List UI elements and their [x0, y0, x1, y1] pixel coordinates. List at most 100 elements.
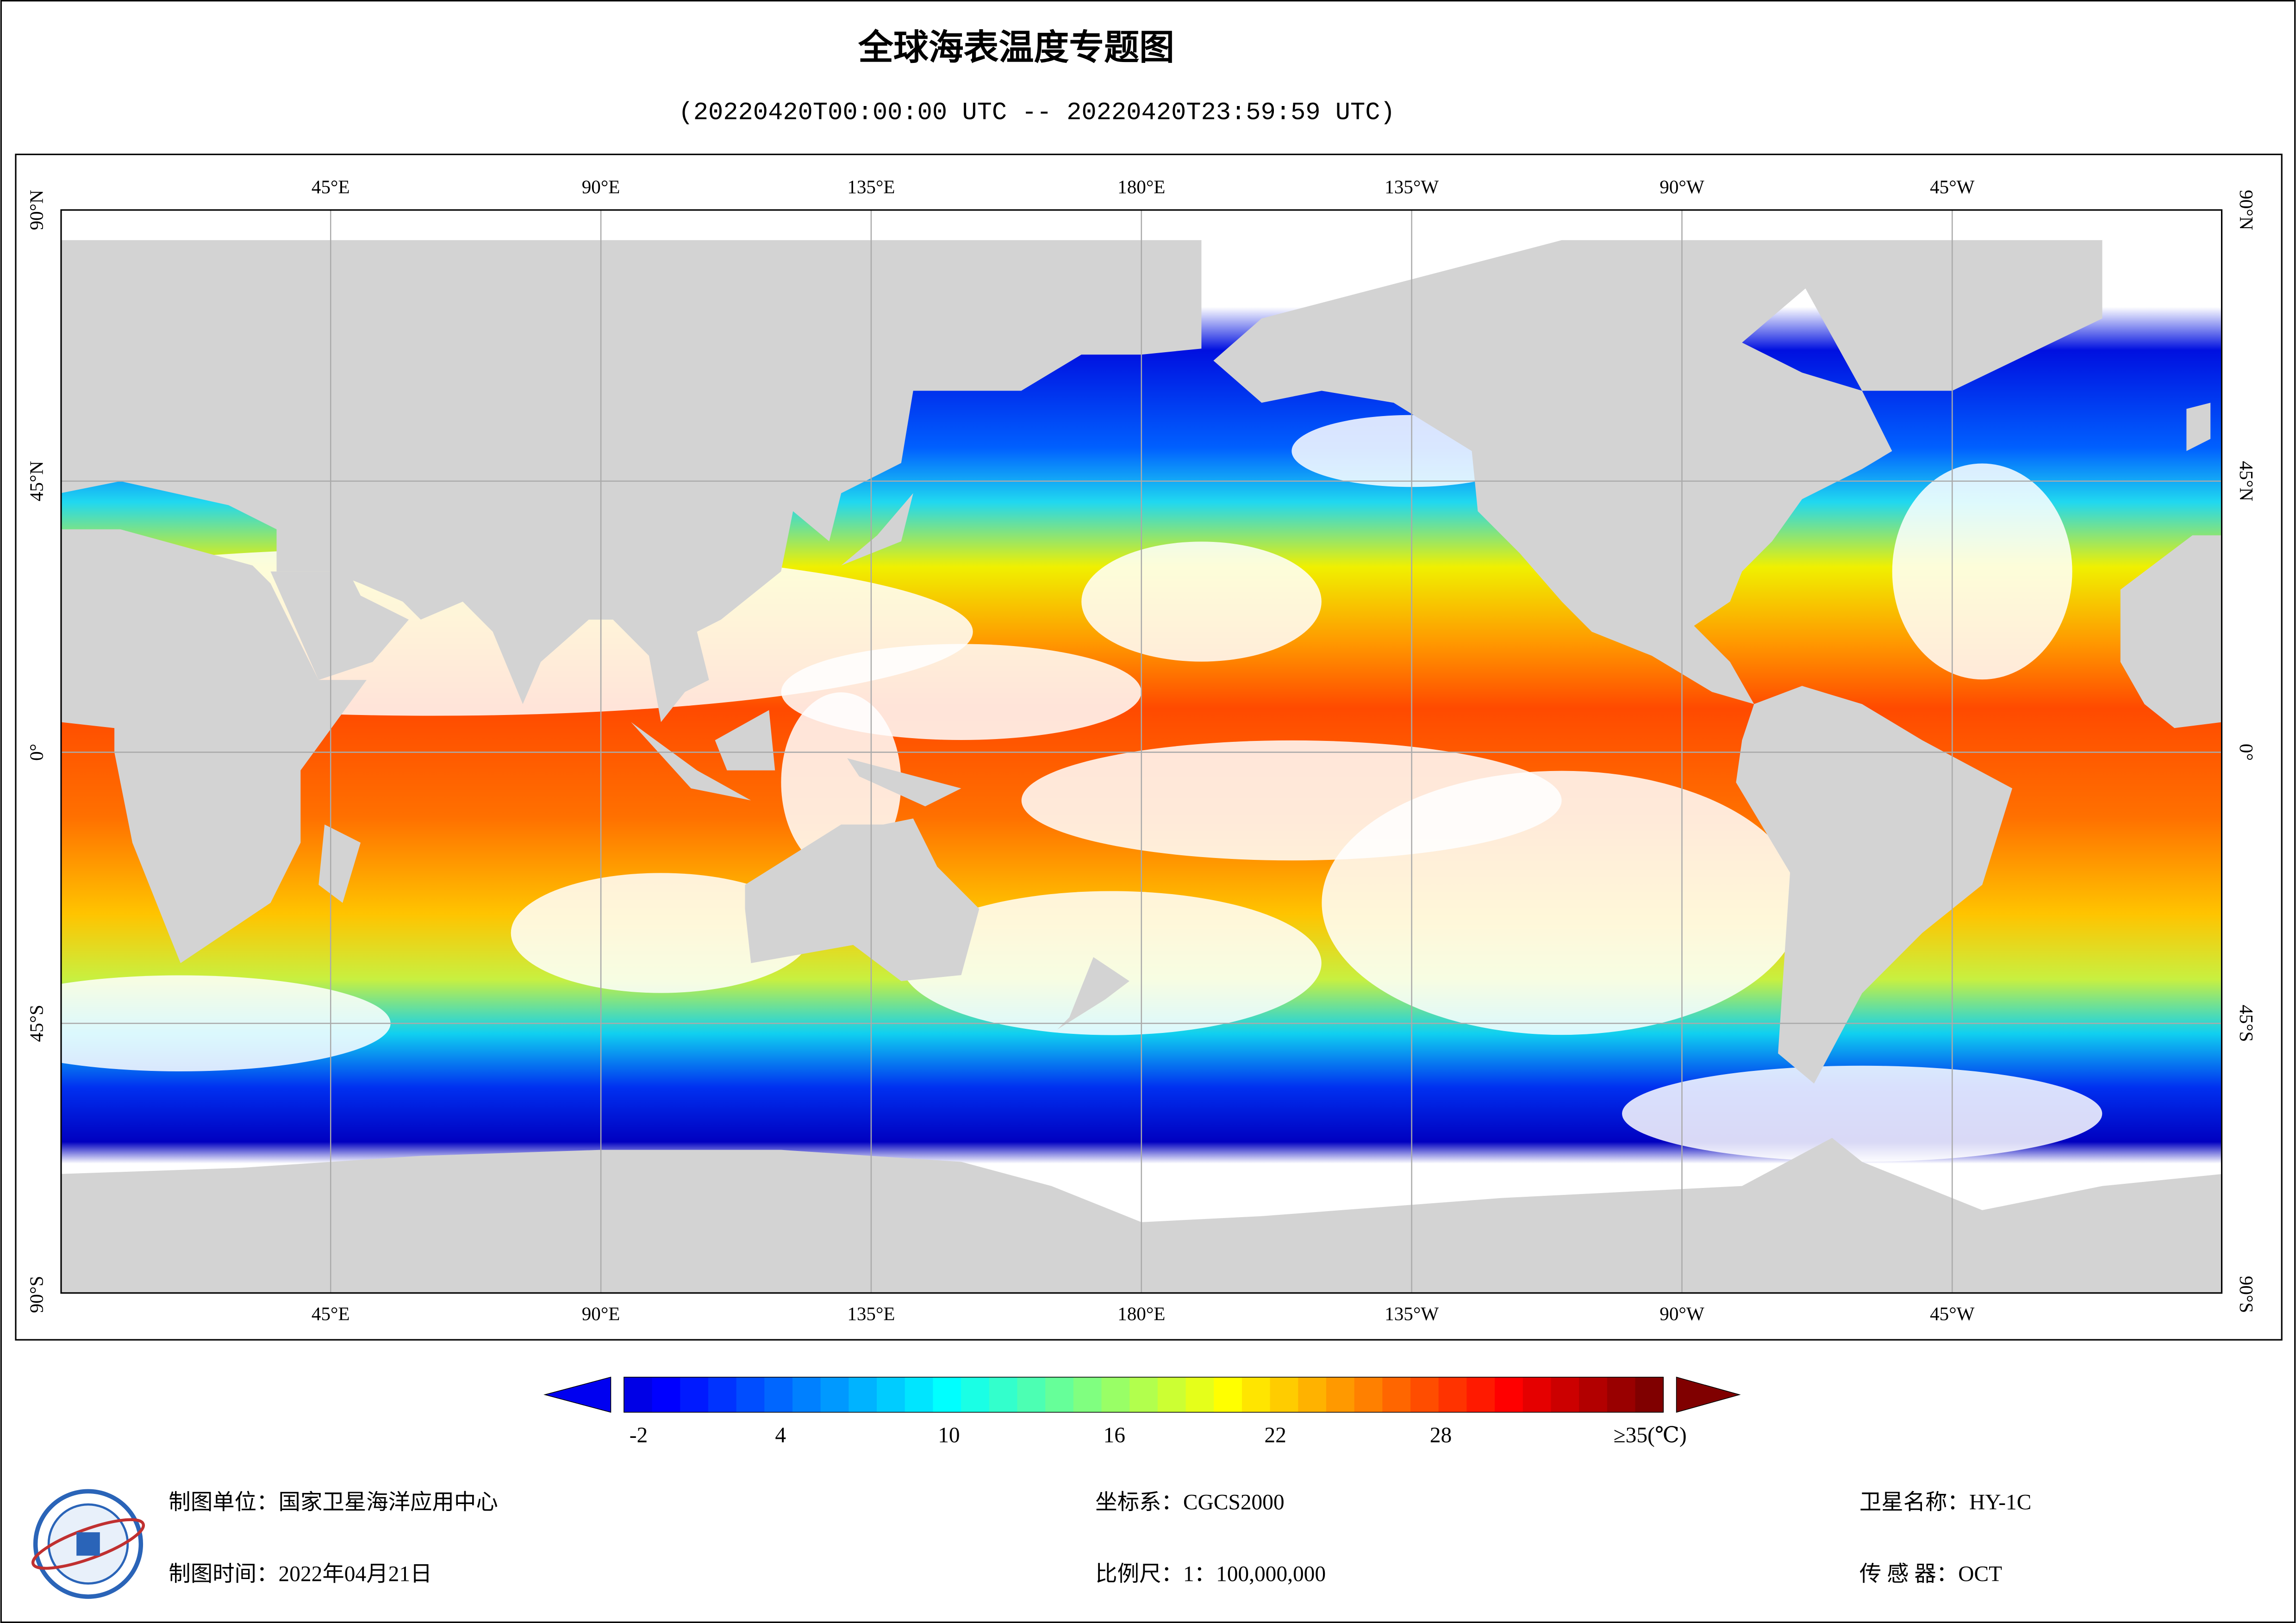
colorbar-swatch — [792, 1377, 821, 1412]
lon-label-bottom: 90°W — [1660, 1303, 1704, 1324]
lat-label-right: 45°N — [2236, 461, 2257, 501]
colorbar-swatch — [1579, 1377, 1608, 1412]
australia — [745, 818, 980, 982]
colorbar-swatch — [905, 1377, 934, 1412]
lon-label-bottom: 135°W — [1385, 1303, 1439, 1324]
colorbar-swatch — [1635, 1377, 1664, 1412]
colorbar-swatch — [1410, 1377, 1439, 1412]
colorbar-label: 28 — [1430, 1423, 1452, 1447]
lat-label-right: 0° — [2236, 744, 2257, 761]
colorbar-swatch — [1242, 1377, 1271, 1412]
map-frame — [15, 154, 2283, 1341]
cloud — [1081, 541, 1322, 662]
cloud — [1622, 1065, 2103, 1162]
madagascar — [318, 824, 361, 903]
lon-label-bottom: 45°E — [312, 1303, 350, 1324]
new-zealand — [1057, 957, 1129, 1030]
colorbar-swatch — [708, 1377, 737, 1412]
colorbar-swatch — [961, 1377, 990, 1412]
colorbar-label: 16 — [1104, 1423, 1125, 1447]
colorbar-swatch — [1466, 1377, 1495, 1412]
north-america — [1213, 240, 1892, 704]
lat-label-left: 90°S — [25, 1276, 47, 1313]
new-guinea — [847, 758, 961, 807]
lon-label-bottom: 45°W — [1930, 1303, 1975, 1324]
colorbar-swatch — [1495, 1377, 1523, 1412]
borneo — [715, 710, 775, 771]
lat-label-right: 90°S — [2236, 1276, 2257, 1313]
graticule-labels: 45°E 45°E 90°E 90°E 135°E 135°E 180°E 180°E 135°… — [25, 176, 2257, 1324]
africa — [60, 529, 367, 964]
footer-middle: 坐标系：CGCS2000 — [1095, 1491, 1284, 1515]
lon-label-top: 180°E — [1117, 176, 1165, 197]
title: 全球海表温度专题图 — [858, 27, 1174, 68]
cloud-gaps — [60, 415, 2103, 1162]
colorbar-swatch — [1438, 1377, 1467, 1412]
colorbar-label: 22 — [1264, 1423, 1286, 1447]
lon-label-bottom: 90°E — [582, 1303, 620, 1324]
colorbar-swatch — [1298, 1377, 1327, 1412]
lat-label-right: 45°S — [2236, 1005, 2257, 1042]
lon-label-bottom: 135°E — [847, 1303, 895, 1324]
colorbar-swatch — [1157, 1377, 1186, 1412]
colorbar-swatch — [652, 1377, 681, 1412]
colorbar-swatch — [764, 1377, 793, 1412]
arabia — [270, 571, 409, 680]
colorbar-high-arrow — [1676, 1376, 1741, 1413]
lon-label-top: 135°E — [847, 176, 895, 197]
colorbar-border — [624, 1376, 1664, 1413]
lat-label-left: 45°S — [25, 1005, 47, 1042]
colorbar-swatch — [1214, 1377, 1242, 1412]
colorbar-swatch — [1073, 1377, 1102, 1412]
colorbar-low-arrow — [543, 1376, 611, 1413]
colorbar-swatch — [1185, 1377, 1215, 1412]
lon-label-top: 90°W — [1660, 176, 1704, 197]
lat-label-left: 45°N — [25, 461, 47, 501]
sumatra-java — [631, 722, 751, 801]
colorbar-swatch — [849, 1377, 877, 1412]
lon-label-top: 45°W — [1930, 176, 1975, 197]
lat-label-right: 90°N — [2236, 190, 2257, 230]
colorbar-swatch — [1326, 1377, 1355, 1412]
colorbar-swatch — [1382, 1377, 1411, 1412]
map — [60, 209, 2223, 1294]
colorbar-swatch — [933, 1377, 962, 1412]
colorbar-swatch — [989, 1377, 1018, 1412]
lon-label-bottom: 180°E — [1117, 1303, 1165, 1324]
colorbar-swatch — [1017, 1377, 1046, 1412]
colorbar-swatch — [736, 1377, 765, 1412]
colorbar-label: ≥35(℃) — [1614, 1423, 1687, 1447]
colorbar-swatch — [680, 1377, 709, 1412]
colorbar-label: 4 — [775, 1423, 786, 1447]
colorbar-swatch — [1522, 1377, 1552, 1412]
footer-left: 制图单位：国家卫星海洋应用中心 — [168, 1491, 498, 1515]
colorbar-swatch — [1551, 1377, 1580, 1412]
footer-left: 制图时间：2022年04月21日 — [168, 1562, 432, 1586]
map-border — [60, 209, 2223, 1294]
lon-label-top: 45°E — [312, 176, 350, 197]
colorbar: -2 4 10 16 22 28 ≥35(℃) — [543, 1376, 1741, 1447]
colorbar-swatch — [1270, 1377, 1299, 1412]
lon-label-top: 135°W — [1385, 176, 1439, 197]
cloud — [1892, 463, 2072, 680]
footer-right: 传 感 器：OCT — [1859, 1562, 2002, 1586]
subtitle: (20220420T00:00:00 UTC -- 20220420T23:59… — [679, 99, 1395, 127]
colorbar-swatch — [1101, 1377, 1130, 1412]
colorbar-swatch — [1607, 1377, 1636, 1412]
south-america — [1736, 686, 2013, 1084]
colorbar-swatch — [877, 1377, 905, 1412]
colorbar-swatch — [1354, 1377, 1383, 1412]
lon-label-top: 90°E — [582, 176, 620, 197]
africa-west — [2120, 535, 2223, 728]
logo — [31, 1489, 145, 1599]
colorbar-swatch — [820, 1377, 849, 1412]
graticule — [60, 209, 2223, 1294]
colorbar-swatch — [624, 1377, 653, 1412]
colorbar-swatch — [1129, 1377, 1158, 1412]
cloud — [1322, 771, 1802, 1035]
colorbar-label: 10 — [938, 1423, 960, 1447]
lat-label-left: 0° — [25, 744, 47, 761]
britain — [2186, 403, 2211, 451]
